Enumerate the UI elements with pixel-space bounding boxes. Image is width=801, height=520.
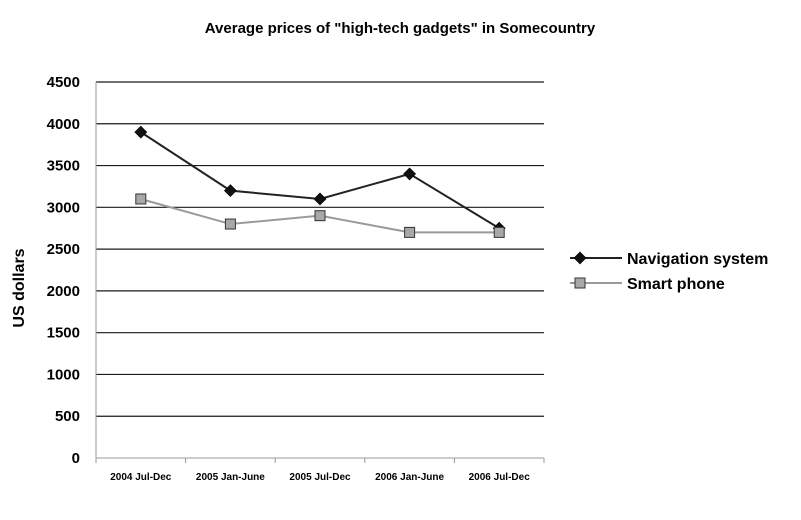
data-point — [135, 193, 147, 205]
x-axis-ticks: 2004 Jul-Dec 2005 Jan-June 2005 Jul-Dec 200… — [110, 472, 530, 483]
legend-label: Navigation system — [627, 251, 768, 268]
legend: Navigation system Smart phone — [570, 251, 768, 293]
data-point — [403, 167, 417, 181]
data-point — [314, 210, 326, 222]
x-tick-label: 2005 Jan-June — [196, 472, 265, 483]
y-tick-label: 2000 — [47, 283, 80, 300]
y-axis-label: US dollars — [11, 248, 28, 327]
data-point — [313, 192, 327, 206]
data-point — [404, 226, 416, 238]
series-group — [134, 125, 506, 238]
data-point — [493, 226, 505, 238]
x-tick-label: 2005 Jul-Dec — [289, 472, 351, 483]
y-tick-label: 500 — [55, 408, 80, 425]
gridlines — [95, 81, 545, 463]
y-tick-label: 1000 — [47, 366, 80, 383]
y-axis-ticks: 0 500 1000 1500 2000 2500 3000 3500 4000 4500 — [47, 74, 80, 467]
x-tick-label: 2006 Jul-Dec — [469, 472, 531, 483]
legend-item: Navigation system — [570, 251, 768, 268]
y-tick-label: 0 — [72, 450, 80, 467]
y-tick-label: 4500 — [47, 74, 80, 91]
y-tick-label: 3500 — [47, 158, 80, 175]
y-tick-label: 4000 — [47, 116, 80, 133]
legend-item: Smart phone — [570, 276, 725, 293]
legend-label: Smart phone — [627, 276, 725, 293]
x-tick-label: 2004 Jul-Dec — [110, 472, 172, 483]
series-smart-phone — [135, 193, 505, 238]
chart-title: Average prices of "high-tech gadgets" in… — [205, 20, 596, 37]
y-tick-label: 3000 — [47, 199, 80, 216]
y-tick-label: 1500 — [47, 325, 80, 342]
y-tick-label: 2500 — [47, 241, 80, 258]
legend-marker — [573, 251, 587, 265]
legend-marker — [574, 277, 586, 289]
x-tick-label: 2006 Jan-June — [375, 472, 444, 483]
data-point — [224, 218, 236, 230]
data-point — [134, 125, 148, 139]
data-point — [223, 184, 237, 198]
